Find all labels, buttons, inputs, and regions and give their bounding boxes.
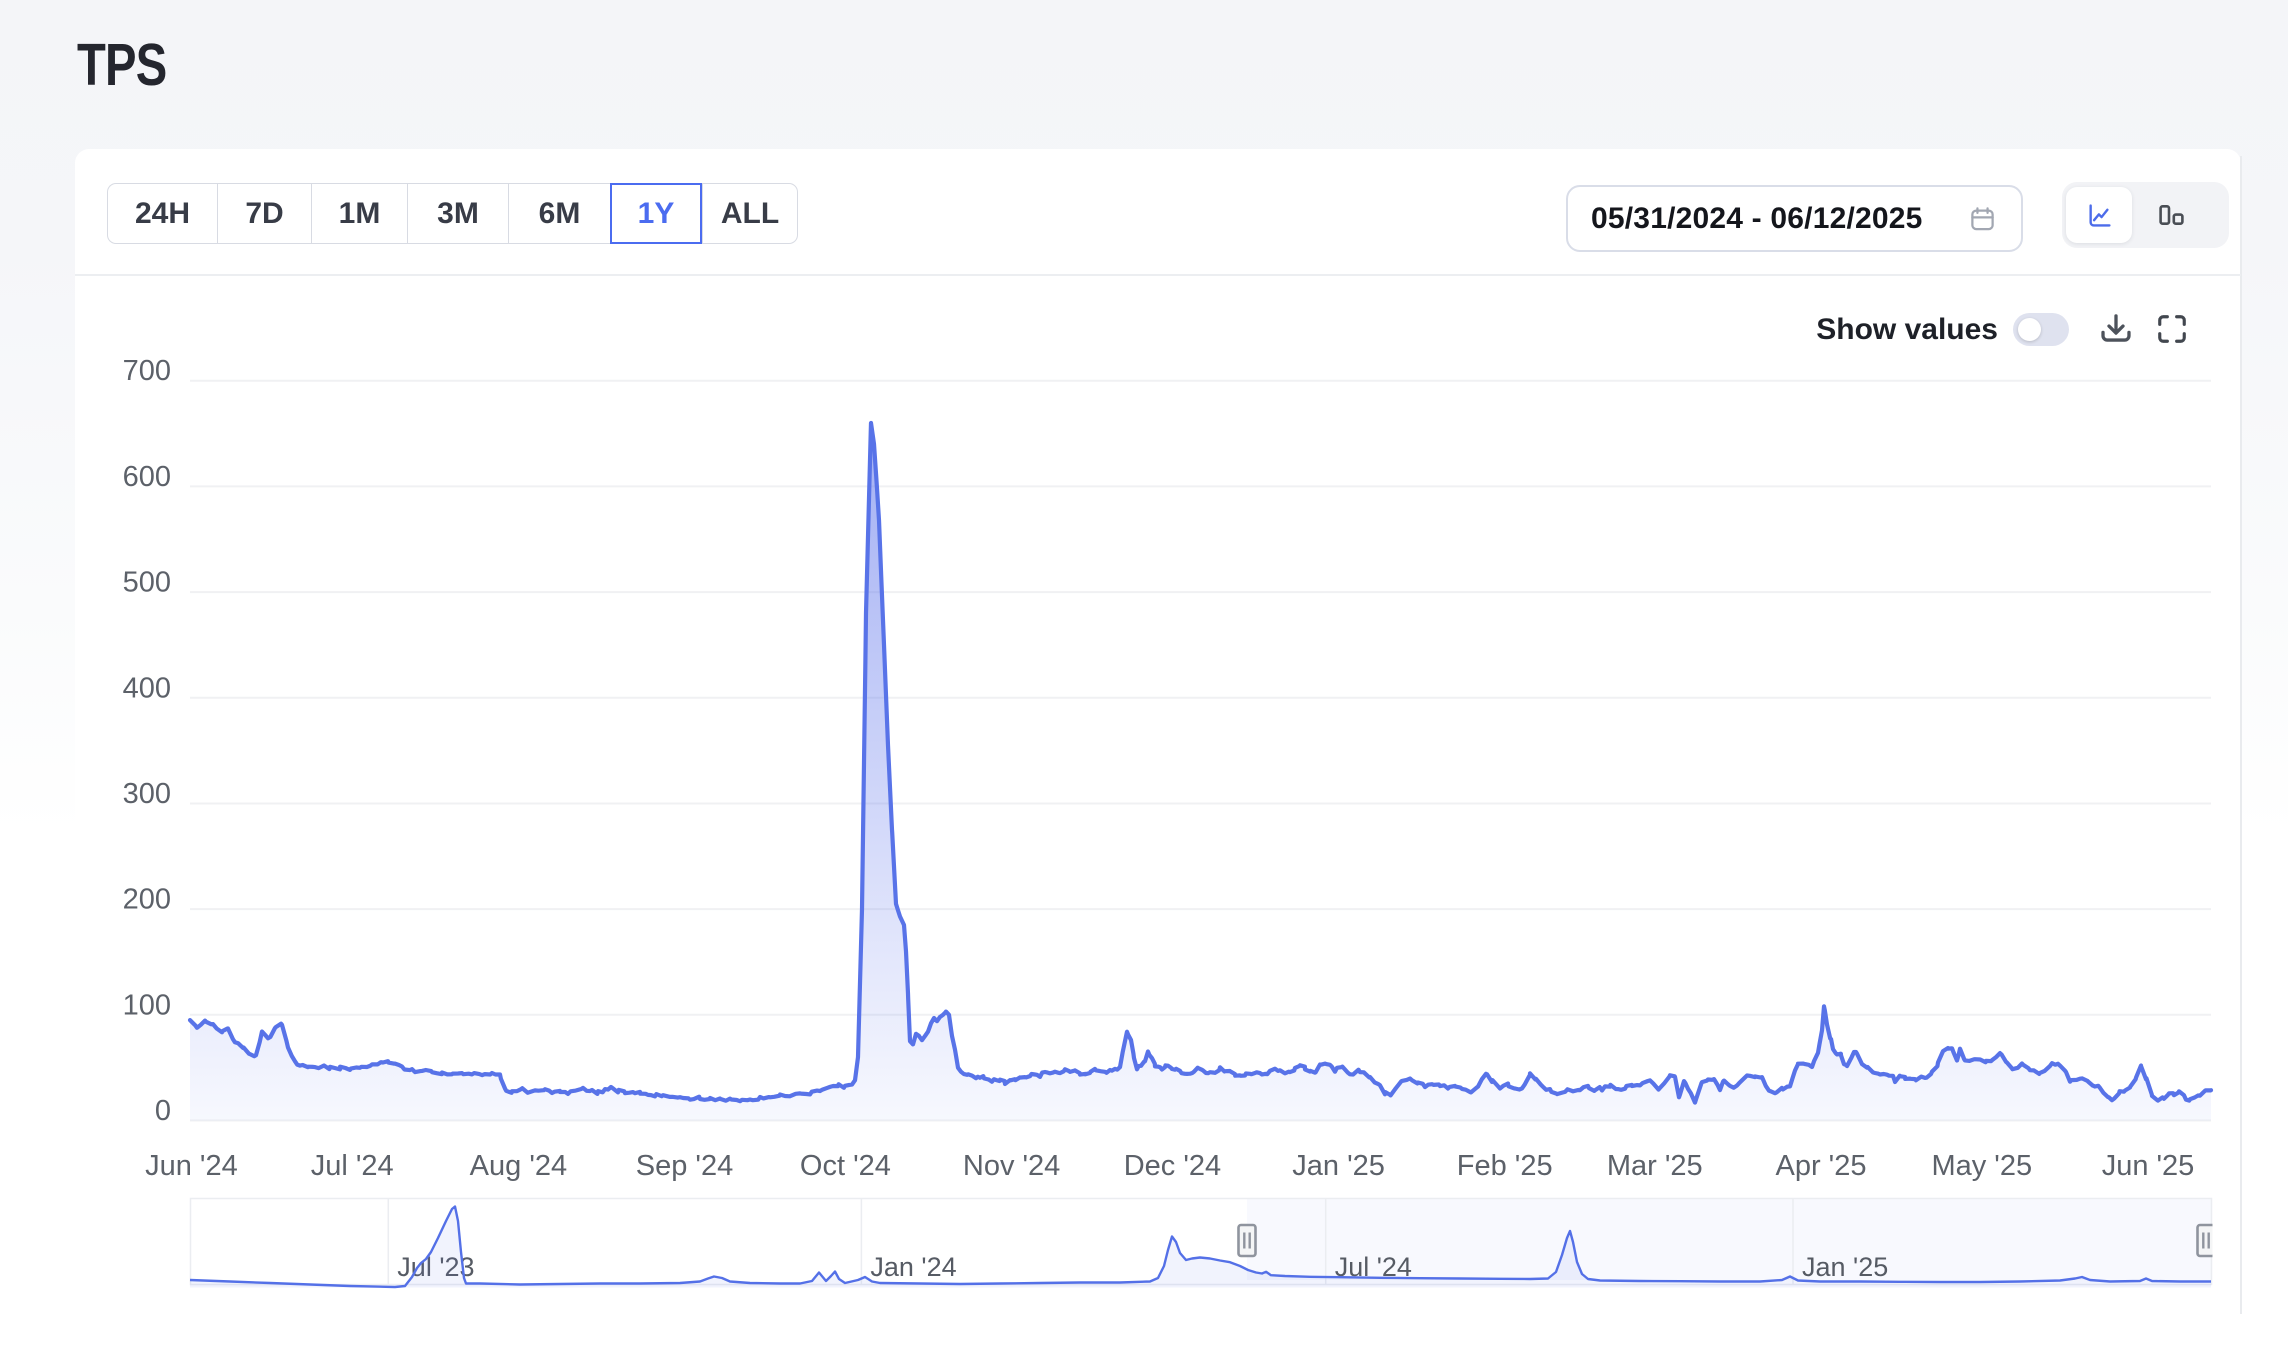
svg-text:Feb '25: Feb '25 bbox=[1457, 1150, 1553, 1182]
svg-text:Jan '25: Jan '25 bbox=[1802, 1252, 1888, 1282]
svg-text:Apr '25: Apr '25 bbox=[1776, 1150, 1867, 1182]
svg-text:300: 300 bbox=[123, 778, 171, 810]
svg-text:700: 700 bbox=[123, 355, 171, 387]
svg-text:600: 600 bbox=[123, 461, 171, 493]
svg-text:Mar '25: Mar '25 bbox=[1607, 1150, 1703, 1182]
svg-text:Jun '25: Jun '25 bbox=[2102, 1150, 2195, 1182]
svg-text:May '25: May '25 bbox=[1931, 1150, 2032, 1182]
svg-text:Jul '24: Jul '24 bbox=[311, 1150, 394, 1182]
svg-text:Sep '24: Sep '24 bbox=[636, 1150, 733, 1182]
svg-text:Oct '24: Oct '24 bbox=[800, 1150, 891, 1182]
svg-text:200: 200 bbox=[123, 884, 171, 916]
svg-text:Nov '24: Nov '24 bbox=[963, 1150, 1060, 1182]
svg-text:400: 400 bbox=[123, 672, 171, 704]
svg-text:Jan '24: Jan '24 bbox=[870, 1252, 956, 1282]
svg-text:Dec '24: Dec '24 bbox=[1124, 1150, 1221, 1182]
svg-text:0: 0 bbox=[155, 1095, 171, 1127]
svg-text:Jun '24: Jun '24 bbox=[145, 1150, 238, 1182]
svg-text:Aug '24: Aug '24 bbox=[470, 1150, 567, 1182]
svg-text:500: 500 bbox=[123, 567, 171, 599]
svg-text:100: 100 bbox=[123, 989, 171, 1021]
svg-text:Jan '25: Jan '25 bbox=[1292, 1150, 1385, 1182]
